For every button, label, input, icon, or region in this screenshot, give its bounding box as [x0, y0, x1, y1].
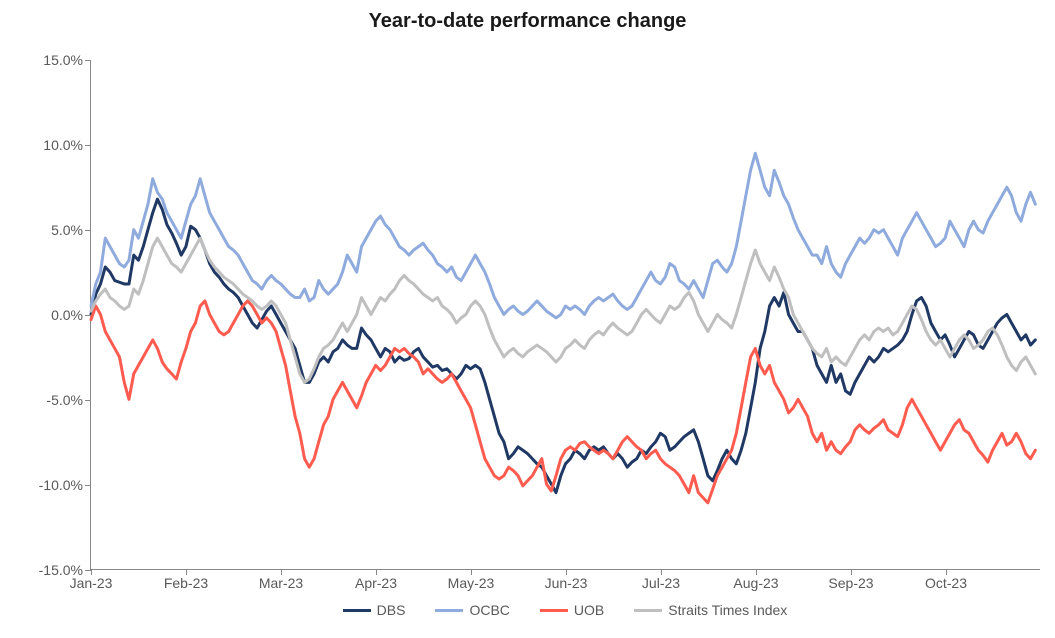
- legend-swatch: [435, 609, 463, 612]
- x-axis-label: Apr-23: [355, 569, 397, 591]
- legend-item-straits-times-index: Straits Times Index: [634, 602, 787, 618]
- legend-swatch: [634, 609, 662, 612]
- y-axis-label: -10.0%: [39, 477, 91, 493]
- x-axis-label: Feb-23: [164, 569, 208, 591]
- x-axis-label: May-23: [448, 569, 495, 591]
- x-axis-label: Sep-23: [828, 569, 873, 591]
- legend-item-dbs: DBS: [343, 602, 406, 618]
- series-line-dbs: [91, 199, 1035, 493]
- legend-label: OCBC: [469, 602, 509, 618]
- chart-container: Year-to-date performance change -15.0%-1…: [10, 10, 1045, 628]
- y-axis-label: -5.0%: [46, 392, 91, 408]
- x-axis-label: Aug-23: [733, 569, 778, 591]
- legend-item-uob: UOB: [540, 602, 604, 618]
- x-axis-label: Jul-23: [642, 569, 680, 591]
- legend-item-ocbc: OCBC: [435, 602, 509, 618]
- y-axis-label: 0.0%: [51, 307, 91, 323]
- x-axis-label: Jun-23: [545, 569, 588, 591]
- legend-label: DBS: [377, 602, 406, 618]
- legend-swatch: [343, 609, 371, 612]
- legend-swatch: [540, 609, 568, 612]
- chart-lines-svg: [91, 60, 1040, 569]
- y-axis-label: 5.0%: [51, 222, 91, 238]
- legend-label: UOB: [574, 602, 604, 618]
- x-axis-label: Mar-23: [259, 569, 303, 591]
- x-axis-label: Jan-23: [70, 569, 113, 591]
- chart-title: Year-to-date performance change: [10, 10, 1045, 33]
- y-axis-label: 15.0%: [43, 52, 91, 68]
- legend: DBS OCBC UOB Straits Times Index: [90, 602, 1040, 618]
- plot-area: -15.0%-10.0%-5.0%0.0%5.0%10.0%15.0%Jan-2…: [90, 60, 1040, 570]
- y-axis-label: 10.0%: [43, 137, 91, 153]
- legend-label: Straits Times Index: [668, 602, 787, 618]
- x-axis-label: Oct-23: [925, 569, 967, 591]
